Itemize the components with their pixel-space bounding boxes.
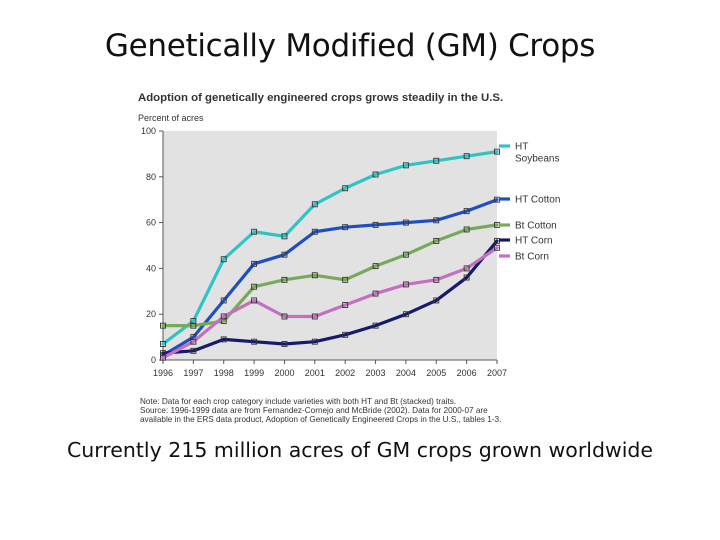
data-point-marker (433, 217, 440, 224)
data-point-marker (372, 263, 379, 270)
data-point-marker (251, 260, 258, 267)
x-tick-label: 1998 (214, 368, 234, 378)
note-line: available in the ERS data product, Adopt… (140, 415, 502, 424)
series-line (161, 239, 499, 355)
data-point-marker (220, 297, 227, 304)
data-point-marker (433, 157, 440, 164)
x-tick-label: 1999 (244, 368, 264, 378)
data-point-marker (402, 311, 409, 318)
y-tick-label: 100 (141, 126, 156, 136)
data-point-marker (311, 228, 318, 235)
data-point-marker (281, 276, 288, 283)
data-point-marker (251, 338, 258, 345)
data-point-marker (190, 322, 197, 329)
data-point-marker (433, 237, 440, 244)
slide-caption: Currently 215 million acres of GM crops … (66, 438, 654, 462)
legend-label: HT (515, 142, 528, 153)
data-point-marker (494, 244, 500, 251)
y-tick-label: 0 (151, 355, 156, 365)
x-tick-label: 2005 (426, 368, 446, 378)
data-point-marker (463, 153, 470, 160)
data-point-marker (463, 208, 470, 215)
x-tick-label: 2003 (366, 368, 386, 378)
data-point-marker (463, 274, 470, 281)
legend-label: HT Cotton (515, 195, 560, 206)
data-point-marker (220, 336, 227, 343)
data-point-marker (160, 341, 166, 347)
data-point-marker (281, 341, 288, 347)
x-tick-label: 2006 (457, 368, 477, 378)
data-point-marker (342, 302, 349, 308)
note-line: Source: 1996-1999 data are from Fernande… (140, 406, 488, 415)
x-tick-label: 2000 (274, 368, 294, 378)
data-point-marker (342, 331, 349, 338)
slide-title: Genetically Modified (GM) Crops (104, 28, 596, 64)
data-point-marker (342, 224, 349, 231)
data-point-marker (463, 265, 470, 272)
data-point-marker (281, 233, 288, 240)
y-tick-label: 20 (146, 309, 156, 319)
legend-label: Bt Cotton (515, 221, 557, 232)
x-tick-label: 2002 (335, 368, 355, 378)
data-point-marker (220, 256, 227, 263)
data-point-marker (220, 313, 227, 320)
y-axis-label: Percent of acres (138, 113, 204, 123)
series-line (161, 246, 499, 360)
plot-area: 0 20 40 60 80 100 1996 1997 1998 1999 2000 2001 2002… (141, 126, 560, 378)
data-point-marker (402, 162, 409, 169)
x-tick-label: 1996 (153, 368, 173, 378)
data-point-marker (160, 322, 166, 329)
data-point-marker (281, 251, 288, 258)
data-point-marker (372, 290, 379, 297)
data-point-marker (160, 354, 166, 361)
x-tick-label: 2007 (487, 368, 507, 378)
legend-label: Bt Corn (515, 252, 549, 263)
data-point-marker (311, 338, 318, 345)
y-tick-label: 60 (146, 218, 156, 228)
x-tick-label: 2001 (305, 368, 325, 378)
data-point-marker (311, 272, 318, 279)
data-point-marker (251, 283, 258, 290)
x-tick-label: 2004 (396, 368, 416, 378)
data-point-marker (402, 219, 409, 226)
data-point-marker (372, 171, 379, 178)
series-line (161, 150, 499, 346)
y-tick-label: 40 (146, 263, 156, 273)
data-point-marker (251, 297, 258, 304)
data-point-marker (311, 201, 318, 208)
data-point-marker (190, 338, 197, 345)
data-point-marker (372, 322, 379, 329)
data-point-marker (372, 221, 379, 228)
data-point-marker (311, 313, 318, 320)
legend-label: HT Corn (515, 236, 553, 247)
chart-title: Adoption of genetically engineered crops… (138, 92, 503, 104)
y-tick-label: 80 (146, 172, 156, 182)
data-point-marker (433, 276, 440, 283)
data-point-marker (342, 276, 349, 283)
data-point-marker (433, 297, 440, 304)
data-point-marker (402, 281, 409, 288)
data-point-marker (402, 251, 409, 258)
data-point-marker (342, 185, 349, 192)
note-line: Note: Data for each crop category includ… (140, 397, 457, 406)
data-point-marker (463, 226, 470, 233)
legend-label: Soybeans (515, 154, 559, 165)
data-point-marker (494, 148, 500, 155)
data-point-marker (190, 347, 197, 354)
data-point-marker (281, 313, 288, 320)
x-tick-label: 1997 (183, 368, 203, 378)
data-point-marker (251, 228, 258, 235)
series-line (161, 198, 499, 358)
